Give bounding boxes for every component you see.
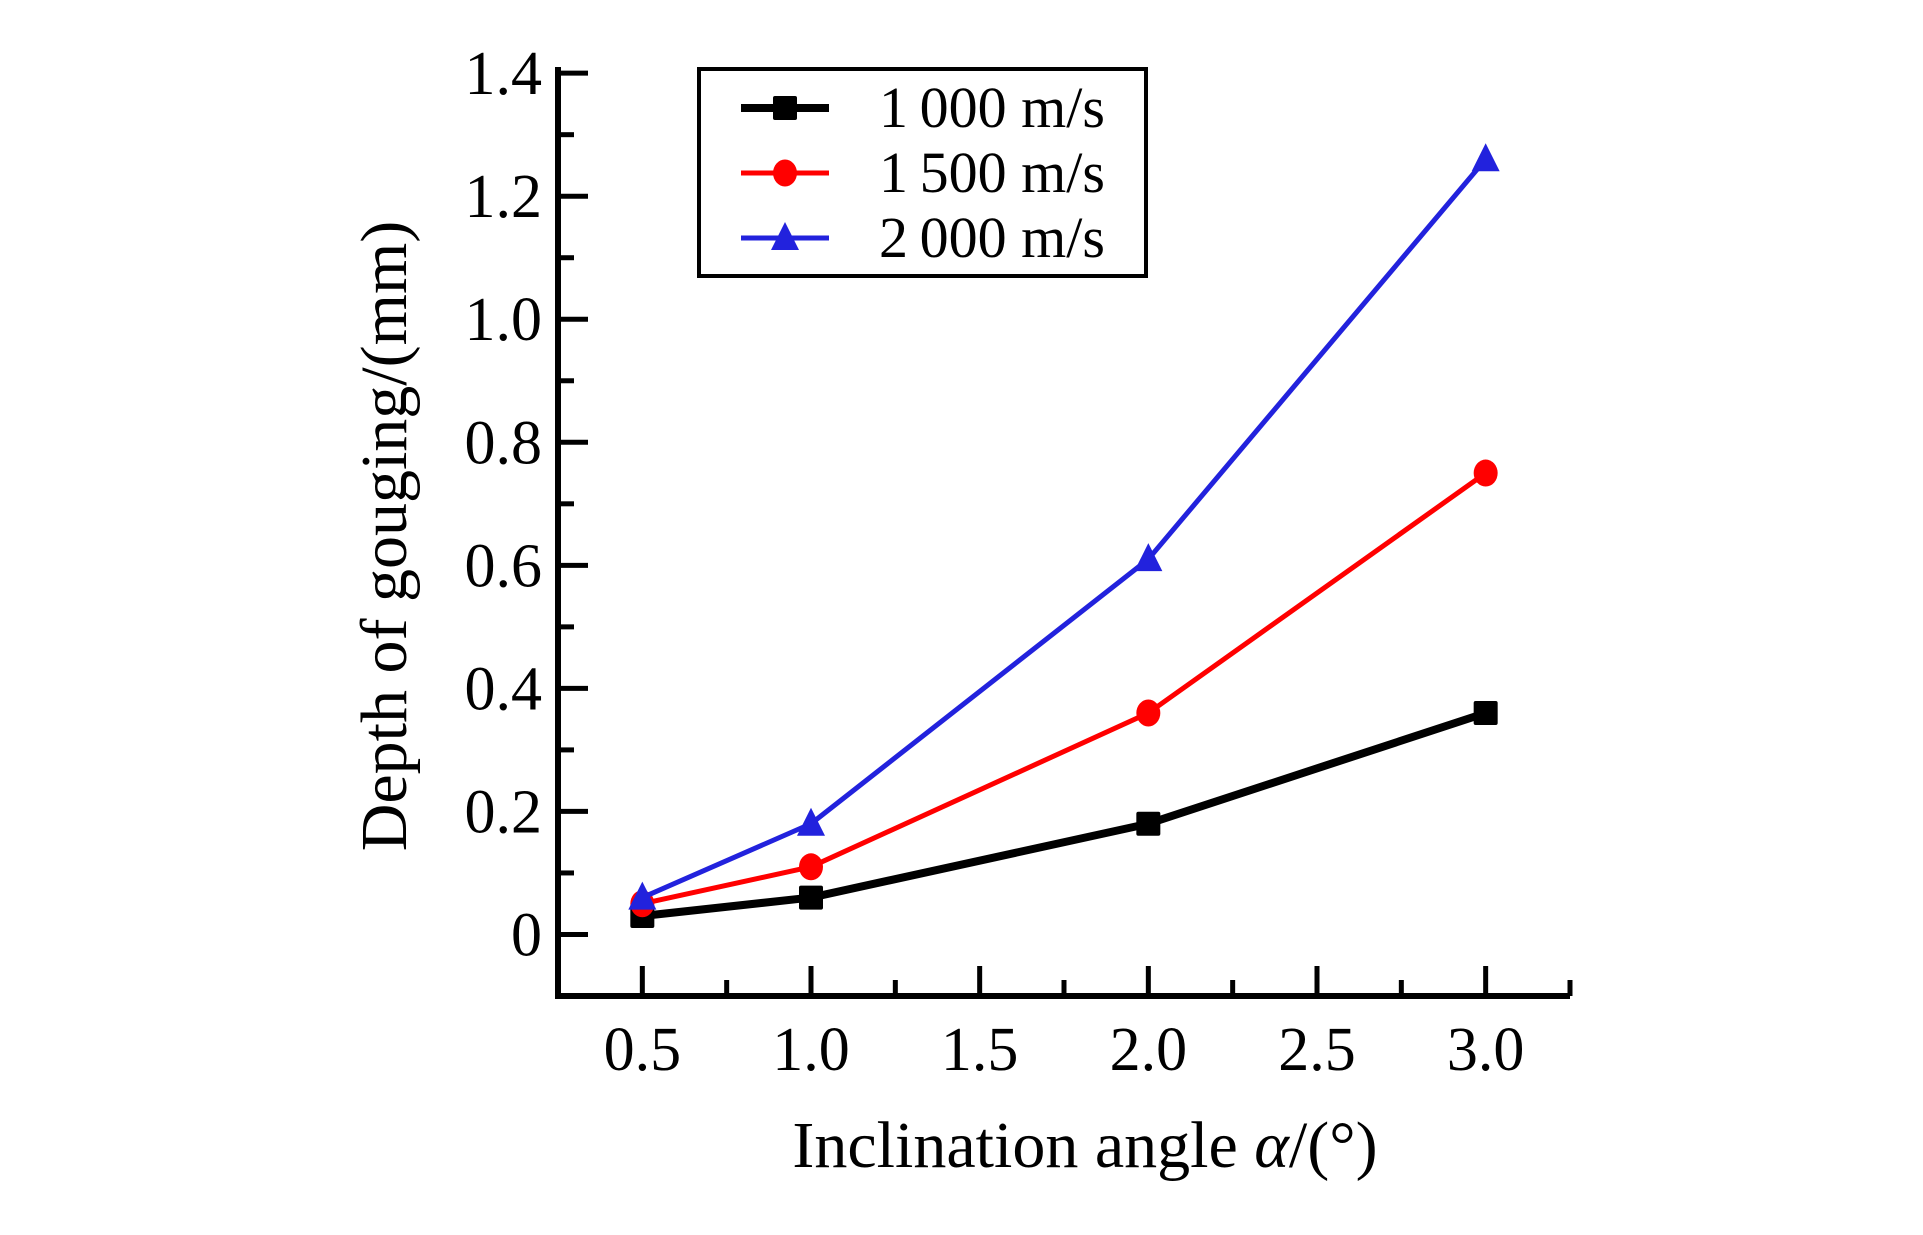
x-tick-label: 2.5 bbox=[1278, 1016, 1356, 1084]
x-tick-label: 1.0 bbox=[772, 1016, 850, 1084]
alpha-symbol: α bbox=[1254, 1109, 1289, 1182]
marker-square bbox=[799, 885, 823, 910]
legend-marker-triangle-icon bbox=[741, 221, 829, 250]
x-tick-label: 2.0 bbox=[1110, 1016, 1188, 1084]
y-tick-label: 1.2 bbox=[465, 163, 543, 231]
y-tick-label: 0.2 bbox=[465, 778, 543, 846]
series-line-triangle bbox=[639, 156, 1489, 901]
x-tick-label: 3.0 bbox=[1447, 1016, 1525, 1084]
legend-marker-square-icon bbox=[741, 95, 829, 120]
y-tick-label: 1.4 bbox=[465, 40, 543, 108]
legend-label: 2 000 m/s bbox=[879, 204, 1105, 270]
marker-circle bbox=[1473, 459, 1498, 487]
marker-triangle bbox=[797, 807, 825, 836]
y-tick-label: 0.8 bbox=[465, 409, 543, 477]
legend-item-1500ms: 1 500 m/s bbox=[701, 141, 1144, 205]
y-tick-label: 0.4 bbox=[465, 655, 543, 723]
marker-circle bbox=[799, 853, 823, 881]
y-axis-title: Depth of gouging/(mm) bbox=[348, 220, 421, 852]
y-tick-label: 1.0 bbox=[465, 286, 543, 354]
marker-triangle bbox=[628, 881, 657, 910]
marker-triangle bbox=[1134, 543, 1163, 572]
legend-item-2000ms: 2 000 m/s bbox=[701, 206, 1144, 270]
marker-circle bbox=[773, 159, 797, 186]
x-tick-label: 0.5 bbox=[604, 1016, 682, 1084]
legend-label: 1 000 m/s bbox=[879, 74, 1105, 140]
legend-label: 1 500 m/s bbox=[879, 139, 1105, 205]
marker-square bbox=[773, 95, 797, 120]
x-axis-title-prefix: Inclination angle bbox=[792, 1109, 1255, 1182]
marker-triangle bbox=[771, 221, 799, 250]
marker-triangle bbox=[1471, 143, 1500, 172]
x-tick-label: 1.5 bbox=[941, 1016, 1019, 1084]
y-tick-label: 0.6 bbox=[465, 532, 543, 600]
x-axis-title: Inclination angle α/(°) bbox=[579, 1108, 1591, 1184]
marker-square bbox=[1136, 811, 1161, 836]
x-axis-title-suffix: /(°) bbox=[1288, 1109, 1378, 1182]
marker-square bbox=[1473, 700, 1498, 725]
series-line-square bbox=[638, 708, 1490, 921]
y-tick-label: 0 bbox=[511, 901, 542, 969]
series-line-circle bbox=[639, 470, 1489, 907]
legend: 1 000 m/s 1 500 m/s 2 000 m/s bbox=[697, 67, 1148, 278]
marker-circle bbox=[1136, 699, 1161, 727]
legend-marker-circle-icon bbox=[741, 159, 829, 186]
legend-item-1000ms: 1 000 m/s bbox=[701, 76, 1144, 140]
